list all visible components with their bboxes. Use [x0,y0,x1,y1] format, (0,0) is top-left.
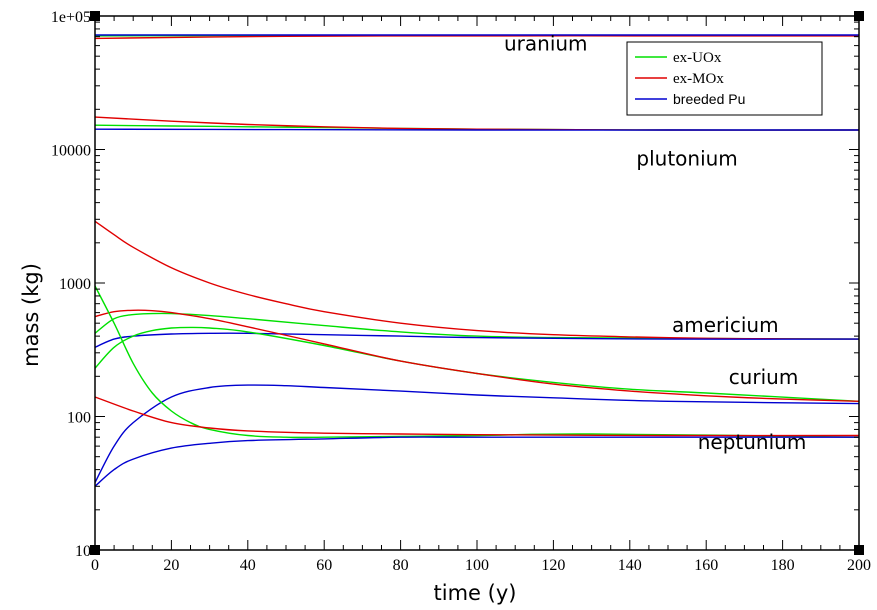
annotation-curium: curium [729,365,799,389]
x-tick-label: 160 [694,557,718,574]
x-tick-label: 200 [847,557,871,574]
x-axis-title: time (y) [434,581,517,605]
legend-label: breeded Pu [673,91,745,107]
series-line-curium-ex-uox [94,326,860,402]
x-tick-label: 60 [316,557,332,574]
annotation-neptunium: neptunium [698,430,807,454]
x-tick-label: 120 [541,557,565,574]
x-tick-label: 140 [618,557,642,574]
axis-ticks: 0 20 40 60 80 100 120 140 160 180 200 10 100 1000 1000… [51,9,871,574]
series-line-neptunium-ex-uox [94,285,860,439]
x-tick-label: 100 [465,557,489,574]
legend-label: ex-MOx [673,71,724,87]
series-layer [94,34,860,487]
x-tick-label: 40 [240,557,256,574]
annotation-uranium: uranium [504,32,588,56]
y-tick-label: 100 [67,410,91,427]
x-tick-label: 20 [163,557,179,574]
series-line-neptunium-breeded-pu [94,436,859,487]
annotations: uranium plutonium americium curium neptunium [504,32,806,454]
y-tick-label: 10000 [51,143,91,160]
y-axis-title: mass (kg) [19,263,43,367]
series-line-plutonium-breeded-pu [94,128,859,131]
x-tick-label: 80 [393,557,409,574]
x-tick-label: 180 [771,557,795,574]
legend: ex-UOx ex-MOx breeded Pu [626,41,823,116]
annotation-americium: americium [672,313,779,337]
series-line-curium-ex-mox [94,309,860,402]
series-line-plutonium-ex-mox [94,116,860,131]
y-tick-label: 1e+05 [51,9,91,26]
series-line-curium-breeded-pu [94,384,860,483]
series-line-uranium-ex-mox [94,35,859,40]
series-line-neptunium-ex-mox [94,396,860,437]
series-line-americium-ex-mox [94,220,860,340]
x-tick-label: 0 [91,557,99,574]
annotation-plutonium: plutonium [636,146,737,170]
y-tick-label: 10 [75,543,91,560]
y-tick-label: 1000 [59,276,91,293]
legend-label: ex-UOx [673,50,722,66]
